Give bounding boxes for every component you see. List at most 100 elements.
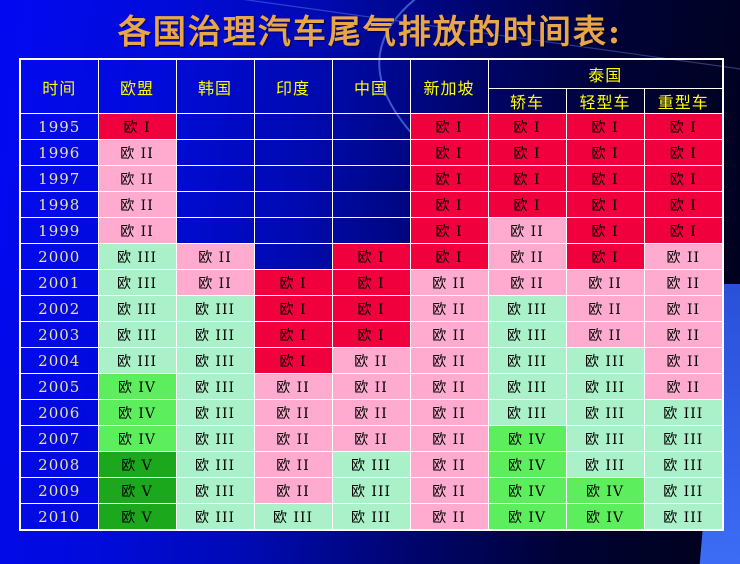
standard-cell: 欧 II (409, 503, 489, 531)
standard-cell: 欧 I (409, 191, 489, 218)
standard-cell: 欧 II (409, 477, 489, 504)
empty-cell (331, 139, 411, 166)
standard-cell: 欧 IV (487, 477, 567, 504)
standard-cell: 欧 II (97, 165, 177, 192)
standard-cell: 欧 I (97, 113, 177, 140)
standard-cell: 欧 I (565, 165, 645, 192)
standard-cell: 欧 II (175, 269, 255, 296)
table-row: 2007 欧 IV 欧 III 欧 II 欧 II 欧 II 欧 IV 欧 III 欧 III (19, 425, 724, 452)
standard-cell: 欧 III (175, 451, 255, 478)
standard-cell: 欧 II (409, 425, 489, 452)
column-header-singapore: 新加坡 (409, 58, 489, 114)
standard-cell: 欧 III (643, 451, 724, 478)
standard-cell: 欧 II (409, 451, 489, 478)
standard-cell: 欧 II (409, 399, 489, 426)
standard-cell: 欧 I (565, 217, 645, 244)
standard-cell: 欧 II (97, 139, 177, 166)
standard-cell: 欧 I (253, 269, 333, 296)
standard-cell: 欧 I (643, 217, 724, 244)
standard-cell: 欧 I (643, 191, 724, 218)
empty-cell (253, 217, 333, 244)
standard-cell: 欧 III (643, 425, 724, 452)
standard-cell: 欧 V (97, 477, 177, 504)
header-row-main: 时间 欧盟 韩国 印度 中国 新加坡 泰国 (19, 58, 724, 114)
standard-cell: 欧 III (565, 373, 645, 400)
year-cell: 1996 (19, 139, 99, 166)
year-cell: 1998 (19, 191, 99, 218)
year-cell: 2004 (19, 347, 99, 374)
standard-cell: 欧 V (97, 503, 177, 531)
standard-cell: 欧 II (643, 295, 724, 322)
standard-cell: 欧 III (487, 321, 567, 348)
standard-cell: 欧 I (253, 347, 333, 374)
standard-cell: 欧 I (409, 113, 489, 140)
standard-cell: 欧 III (643, 503, 724, 531)
standard-cell: 欧 III (175, 295, 255, 322)
empty-cell (253, 113, 333, 140)
standard-cell: 欧 III (487, 347, 567, 374)
standard-cell: 欧 III (565, 425, 645, 452)
standard-cell: 欧 II (331, 347, 411, 374)
column-header-korea: 韩国 (175, 58, 255, 114)
year-cell: 2000 (19, 243, 99, 270)
standard-cell: 欧 III (97, 243, 177, 270)
standard-cell: 欧 II (487, 217, 567, 244)
standard-cell: 欧 II (175, 243, 255, 270)
empty-cell (253, 139, 333, 166)
empty-cell (331, 217, 411, 244)
standard-cell: 欧 III (97, 295, 177, 322)
table-row: 2005 欧 IV 欧 III 欧 II 欧 II 欧 II 欧 III 欧 III 欧 II (19, 373, 724, 400)
standard-cell: 欧 II (409, 347, 489, 374)
year-cell: 1995 (19, 113, 99, 140)
standard-cell: 欧 IV (97, 425, 177, 452)
year-cell: 2008 (19, 451, 99, 478)
standard-cell: 欧 I (331, 243, 411, 270)
empty-cell (175, 191, 255, 218)
standard-cell: 欧 I (487, 165, 567, 192)
column-header-eu: 欧盟 (97, 58, 177, 114)
standard-cell: 欧 II (643, 373, 724, 400)
standard-cell: 欧 III (331, 503, 411, 531)
year-cell: 2005 (19, 373, 99, 400)
standard-cell: 欧 II (409, 373, 489, 400)
standard-cell: 欧 I (331, 321, 411, 348)
year-cell: 2007 (19, 425, 99, 452)
year-cell: 2002 (19, 295, 99, 322)
standard-cell: 欧 IV (487, 451, 567, 478)
standard-cell: 欧 I (565, 191, 645, 218)
table-header: 时间 欧盟 韩国 印度 中国 新加坡 泰国 轿车 轻型车 重型车 (19, 58, 724, 114)
standard-cell: 欧 II (487, 269, 567, 296)
standard-cell: 欧 II (409, 295, 489, 322)
standard-cell: 欧 II (565, 269, 645, 296)
standard-cell: 欧 I (409, 217, 489, 244)
standard-cell: 欧 II (643, 269, 724, 296)
standard-cell: 欧 III (175, 477, 255, 504)
emissions-table: 时间 欧盟 韩国 印度 中国 新加坡 泰国 轿车 轻型车 重型车 1995 欧 I… (19, 58, 725, 531)
standard-cell: 欧 IV (97, 399, 177, 426)
standard-cell: 欧 III (643, 477, 724, 504)
year-cell: 1999 (19, 217, 99, 244)
subcolumn-header-sedan: 轿车 (487, 88, 567, 114)
standard-cell: 欧 IV (487, 503, 567, 531)
standard-cell: 欧 III (97, 269, 177, 296)
standard-cell: 欧 V (97, 451, 177, 478)
standard-cell: 欧 II (643, 321, 724, 348)
year-cell: 2001 (19, 269, 99, 296)
standard-cell: 欧 I (331, 269, 411, 296)
standard-cell: 欧 I (409, 243, 489, 270)
standard-cell: 欧 III (331, 477, 411, 504)
column-header-china: 中国 (331, 58, 411, 114)
standard-cell: 欧 III (643, 399, 724, 426)
standard-cell: 欧 III (487, 295, 567, 322)
standard-cell: 欧 II (253, 373, 333, 400)
